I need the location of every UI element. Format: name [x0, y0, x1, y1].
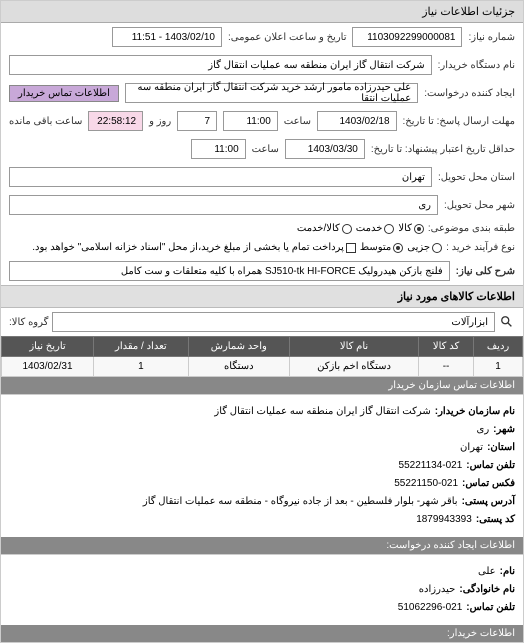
- radio-goods-icon: [414, 224, 424, 234]
- row-deadline: مهلت ارسال پاسخ: تا تاریخ: 1403/02/18 سا…: [1, 107, 523, 135]
- label-description: شرح کلی نیاز:: [456, 266, 515, 277]
- l-org-city: شهر:: [493, 421, 515, 439]
- label-classification: طبقه بندی موضوعی:: [428, 223, 515, 234]
- th-unit: واحد شمارش: [188, 337, 289, 357]
- deadline-time: 11:00: [223, 111, 278, 131]
- need-number-value: 1103092299000081: [352, 27, 462, 47]
- label-province: استان محل تحویل:: [438, 172, 515, 183]
- label-validity: حداقل تاریخ اعتبار پیشنهاد: تا تاریخ:: [371, 144, 515, 155]
- section-requester-info: اطلاعات ایجاد کننده درخواست:: [1, 537, 523, 554]
- org-prov: تهران: [460, 439, 483, 457]
- requester-info-block: نام: علی نام خانوادگی:حیدرزاده تلفن تماس:…: [1, 554, 523, 625]
- req-family: حیدرزاده: [419, 581, 456, 599]
- label-deadline: مهلت ارسال پاسخ: تا تاریخ:: [403, 116, 515, 127]
- req-tel: 51062296-021: [398, 599, 463, 617]
- label-validity-time: ساعت: [252, 144, 279, 155]
- l-org-tel: تلفن تماس:: [466, 457, 515, 475]
- cell-unit: دستگاه: [188, 357, 289, 377]
- header-title: جزئیات اطلاعات نیاز: [422, 6, 515, 18]
- l-req-name: نام:: [500, 563, 515, 581]
- row-validity: حداقل تاریخ اعتبار پیشنهاد: تا تاریخ: 14…: [1, 135, 523, 163]
- deadline-days: 7: [177, 111, 217, 131]
- th-date: تاریخ نیاز: [2, 337, 94, 357]
- row-process-type: نوع فرآیند خرید : جزیی متوسط پرداخت تمام…: [1, 238, 523, 257]
- label-goods-group: گروه کالا:: [9, 317, 48, 328]
- label-deadline-time: ساعت: [284, 116, 311, 127]
- goods-table: ردیف کد کالا نام کالا واحد شمارش تعداد /…: [1, 336, 523, 377]
- validity-date: 1403/03/30: [285, 139, 365, 159]
- label-city: شهر محل تحویل:: [444, 200, 515, 211]
- l-org-prov: استان:: [487, 439, 515, 457]
- th-code: کد کالا: [419, 337, 474, 357]
- row-province: استان محل تحویل: تهران: [1, 163, 523, 191]
- radio-goods-service-icon: [342, 224, 352, 234]
- label-buyer-org: نام دستگاه خریدار:: [438, 60, 515, 71]
- label-process-type: نوع فرآیند خرید :: [446, 242, 515, 253]
- l-org-fax: فکس تماس:: [462, 475, 515, 493]
- org-city: ری: [477, 421, 490, 439]
- section-buyer-info: اطلاعات خریدار:: [1, 625, 523, 642]
- th-name: نام کالا: [289, 337, 418, 357]
- table-row[interactable]: 1 -- دستگاه اخم بازکن دستگاه 1 1403/02/3…: [2, 357, 523, 377]
- search-icon[interactable]: [499, 314, 515, 330]
- l-org-addr: آدرس پستی:: [462, 493, 515, 511]
- table-header-row: ردیف کد کالا نام کالا واحد شمارش تعداد /…: [2, 337, 523, 357]
- radio-goods[interactable]: کالا: [398, 223, 424, 234]
- announce-date-value: 1403/02/10 - 11:51: [112, 27, 222, 47]
- province-value: تهران: [9, 167, 432, 187]
- page-header: جزئیات اطلاعات نیاز: [1, 1, 523, 23]
- row-city: شهر محل تحویل: ری: [1, 191, 523, 219]
- label-requester: ایجاد کننده درخواست:: [424, 88, 515, 99]
- org-name: شرکت انتقال گاز ایران منطقه سه عملیات ان…: [214, 403, 430, 421]
- radio-goods-service[interactable]: کالا/خدمت: [297, 223, 352, 234]
- goods-group-value[interactable]: ابزارآلات: [52, 312, 495, 332]
- row-buyer-org: نام دستگاه خریدار: شرکت انتقال گاز ایران…: [1, 51, 523, 79]
- checkbox-treasury-icon: [346, 243, 356, 253]
- th-qty: تعداد / مقدار: [94, 337, 189, 357]
- cell-row: 1: [474, 357, 523, 377]
- org-fax: 55221150-021: [394, 475, 458, 493]
- row-requester: ایجاد کننده درخواست: علی حیدرزاده مامور …: [1, 79, 523, 107]
- l-org-post: کد پستی:: [476, 511, 515, 529]
- row-description: شرح کلی نیاز: فلنج بازکن هیدرولیک SJ510-…: [1, 257, 523, 285]
- l-req-tel: تلفن تماس:: [466, 599, 515, 617]
- cell-code: --: [419, 357, 474, 377]
- countdown: 22:58:12: [88, 111, 143, 131]
- city-value: ری: [9, 195, 438, 215]
- description-value: فلنج بازکن هیدرولیک SJ510-tk HI-FORCE هم…: [9, 261, 450, 281]
- cell-qty: 1: [94, 357, 189, 377]
- cell-date: 1403/02/31: [2, 357, 94, 377]
- label-days: روز و: [149, 116, 171, 127]
- radio-medium[interactable]: متوسط: [360, 242, 403, 253]
- radio-service[interactable]: خدمت: [356, 223, 395, 234]
- cell-name: دستگاه اخم بازکن: [289, 357, 418, 377]
- row-classification: طبقه بندی موضوعی: کالا خدمت کالا/خدمت: [1, 219, 523, 238]
- radio-minor-icon: [432, 243, 442, 253]
- radio-medium-icon: [393, 243, 403, 253]
- req-name: علی: [478, 563, 496, 581]
- row-goods-group: ابزارآلات گروه کالا:: [1, 308, 523, 336]
- label-need-number: شماره نیاز:: [468, 32, 515, 43]
- l-org-name: نام سازمان خریدار:: [435, 403, 515, 421]
- org-addr: باقر شهر- بلوار فلسطین - بعد از جاده نیر…: [143, 493, 458, 511]
- org-post: 1879943393: [416, 511, 472, 529]
- buyer-contact-button[interactable]: اطلاعات تماس خریدار: [9, 85, 119, 102]
- radio-minor[interactable]: جزیی: [407, 242, 442, 253]
- checkbox-treasury[interactable]: پرداخت تمام یا بخشی از مبلغ خرید،از محل …: [32, 242, 356, 253]
- section-goods-title: اطلاعات کالاهای مورد نیاز: [1, 285, 523, 308]
- l-req-family: نام خانوادگی:: [459, 581, 515, 599]
- requester-value: علی حیدرزاده مامور ارشد خرید شرکت انتقال…: [125, 83, 418, 103]
- deadline-date: 1403/02/18: [317, 111, 397, 131]
- org-info-block: نام سازمان خریدار: شرکت انتقال گاز ایران …: [1, 394, 523, 537]
- th-row: ردیف: [474, 337, 523, 357]
- section-org-contact: اطلاعات تماس سازمان خریدار: [1, 377, 523, 394]
- label-announce-date: تاریخ و ساعت اعلان عمومی:: [228, 32, 347, 43]
- row-need-number: شماره نیاز: 1103092299000081 تاریخ و ساع…: [1, 23, 523, 51]
- validity-time: 11:00: [191, 139, 246, 159]
- radio-service-icon: [384, 224, 394, 234]
- label-remain: ساعت باقی مانده: [9, 116, 82, 127]
- buyer-org-value: شرکت انتقال گاز ایران منطقه سه عملیات ان…: [9, 55, 432, 75]
- org-tel: 55221134-021: [399, 457, 463, 475]
